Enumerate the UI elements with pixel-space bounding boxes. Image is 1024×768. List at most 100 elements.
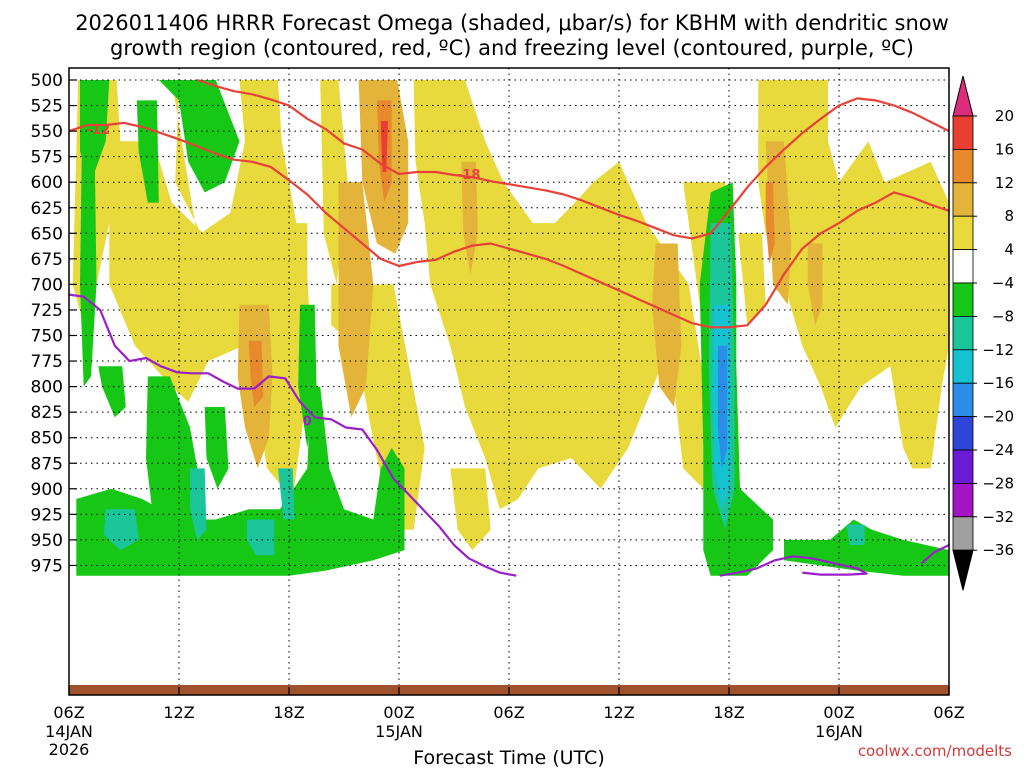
colorbar-label-5: −4	[992, 274, 1014, 292]
omega-region-28	[146, 376, 198, 551]
colorbar-label-0: 20	[995, 107, 1014, 125]
contour-label-0: -12	[87, 123, 111, 138]
omega-region-16	[652, 243, 682, 407]
colorbar-box-12	[952, 482, 974, 518]
contour-line-4	[920, 544, 950, 565]
y-tick-label-6: 650	[31, 224, 63, 244]
omega-region-3	[245, 223, 308, 305]
y-tick-label-2: 550	[31, 122, 63, 142]
colorbar-box-5	[952, 249, 974, 284]
y-tick-label-10: 750	[31, 327, 63, 347]
y-tick-label-15: 875	[31, 454, 63, 474]
x-tick-label-1: 12Z	[163, 703, 194, 722]
omega-region-22	[380, 120, 388, 172]
x-tick-date-0: 14JAN	[45, 722, 93, 741]
omega-region-20	[248, 340, 264, 407]
colorbar-label-11: −28	[982, 474, 1014, 492]
contour-line-1	[196, 78, 950, 240]
x-axis-label: Forecast Time (UTC)	[413, 747, 604, 768]
x-tick-year-0: 2026	[49, 740, 90, 759]
colorbar-label-1: 16	[995, 140, 1014, 158]
omega-shading	[72, 80, 949, 576]
colorbar-box-7	[952, 315, 974, 351]
colorbar-label-9: −20	[982, 408, 1014, 426]
chart-title-line2: growth region (contoured, red, ºC) and f…	[110, 36, 914, 60]
y-tick-label-1: 525	[31, 97, 63, 117]
colorbar-label-6: −8	[992, 307, 1014, 325]
y-tick-label-8: 700	[31, 275, 63, 295]
omega-region-35	[190, 468, 207, 540]
colorbar-bottom-arrow	[952, 549, 974, 591]
contour-line-2	[68, 293, 517, 577]
colorbar-label-4: 4	[1004, 241, 1014, 259]
colorbar-label-12: −32	[982, 508, 1014, 526]
colorbar-box-1	[952, 115, 974, 150]
contour-line-0	[68, 121, 950, 329]
y-tick-label-14: 850	[31, 429, 63, 449]
colorbar-box-13	[952, 516, 974, 551]
grid-lines	[68, 68, 950, 695]
y-tick-label-11: 775	[31, 352, 63, 372]
x-tick-date-3: 15JAN	[375, 722, 423, 741]
colorbar-box-9	[952, 382, 974, 418]
colorbar-label-10: −24	[982, 441, 1014, 459]
colorbar-top-arrow	[952, 75, 974, 117]
x-tick-label-6: 18Z	[713, 703, 744, 722]
colorbar-label-8: −16	[982, 374, 1014, 392]
omega-region-24	[80, 151, 97, 387]
omega-region-21	[765, 182, 775, 264]
omega-region-30	[76, 386, 405, 576]
colorbar-box-2	[952, 148, 974, 184]
omega-region-2	[171, 80, 299, 346]
omega-region-7	[413, 80, 711, 510]
y-tick-label-18: 950	[31, 531, 63, 551]
y-tick-label-3: 575	[31, 148, 63, 168]
y-tick-label-19: 975	[31, 556, 63, 576]
omega-region-11	[738, 233, 766, 326]
colorbar-label-7: −12	[982, 341, 1014, 359]
y-tick-label-13: 825	[31, 403, 63, 423]
colorbar: 20 16 12 8 4 −4 −8 −12 −16 −20 −24 −28 −32 −36	[952, 75, 1014, 591]
colorbar-box-6	[952, 282, 974, 317]
y-tick-label-0: 500	[31, 71, 63, 91]
contour-labels: -12 -18 0	[87, 123, 481, 429]
y-tick-label-12: 800	[31, 378, 63, 398]
x-tick-label-2: 18Z	[273, 703, 304, 722]
colorbar-label-3: 8	[1004, 207, 1014, 225]
contour-label-2: 0	[303, 414, 312, 429]
colorbar-box-11	[952, 449, 974, 484]
colorbar-label-2: 12	[995, 174, 1014, 192]
colorbar-box-3	[952, 182, 974, 217]
y-tick-label-4: 600	[31, 173, 63, 193]
x-tick-label-4: 06Z	[493, 703, 524, 722]
contour-line-3	[719, 555, 868, 577]
omega-region-26	[158, 80, 240, 193]
x-tick-label-0: 06Z	[53, 703, 84, 722]
colorbar-box-8	[952, 349, 974, 384]
y-axis-ticks: 500 525 550 575 600 625 650 675 700 725 750 775 800 8…	[31, 71, 77, 576]
colorbar-box-10	[952, 416, 974, 451]
y-tick-label-7: 675	[31, 250, 63, 270]
y-tick-label-5: 625	[31, 199, 63, 219]
x-tick-date-7: 16JAN	[815, 722, 863, 741]
omega-region-12	[338, 182, 374, 418]
x-tick-label-5: 12Z	[603, 703, 634, 722]
chart-title-line1: 2026011406 HRRR Forecast Omega (shaded, …	[75, 11, 949, 35]
y-tick-label-9: 725	[31, 301, 63, 321]
omega-region-18	[807, 243, 823, 326]
x-tick-label-7: 00Z	[823, 703, 854, 722]
credit-text: coolwx.com/modelts	[858, 742, 1012, 760]
x-tick-label-3: 00Z	[383, 703, 414, 722]
omega-region-29	[204, 407, 229, 489]
x-tick-label-8: 06Z	[933, 703, 964, 722]
colorbar-label-13: −36	[982, 541, 1014, 559]
omega-region-10	[758, 80, 949, 469]
omega-region-27	[98, 366, 126, 418]
omega-region-37	[278, 468, 295, 520]
colorbar-box-4	[952, 215, 974, 250]
omega-region-36	[246, 519, 275, 556]
y-tick-label-17: 925	[31, 505, 63, 525]
contour-label-1: -18	[457, 168, 481, 183]
